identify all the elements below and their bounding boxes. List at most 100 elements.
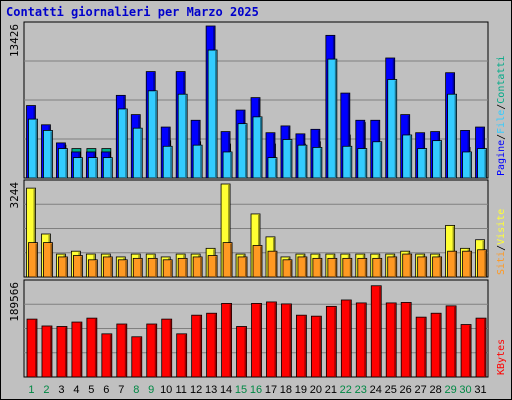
bar-shade — [244, 327, 247, 377]
bar-shade — [274, 158, 277, 178]
bar-file — [43, 130, 53, 179]
bar-file — [402, 134, 413, 179]
legend-item-pagine: Pagine — [496, 140, 507, 176]
bar-kbytes — [146, 323, 158, 378]
bar-shade — [334, 60, 337, 178]
bar-shade — [469, 325, 471, 377]
bar-kbytes — [251, 303, 262, 378]
bar-shade — [80, 158, 82, 178]
bar-kbytes — [266, 301, 277, 378]
bar-shade — [155, 91, 157, 178]
bar-shade — [230, 152, 232, 178]
bar-shade — [274, 302, 276, 377]
day-label: 12 — [190, 384, 202, 396]
day-label: 26 — [400, 384, 412, 396]
bar-file — [327, 58, 338, 179]
legend-item-kbytes: KBytes — [496, 339, 507, 375]
bar-file — [417, 148, 428, 179]
bar-shade — [155, 259, 157, 277]
bar-file — [447, 93, 457, 179]
day-label: 28 — [429, 384, 441, 396]
bar-shade — [214, 314, 217, 377]
bar-siti — [177, 257, 188, 278]
bar-shade — [394, 80, 397, 178]
bar-shade — [394, 303, 396, 377]
bar-siti — [357, 257, 368, 278]
bar-shade — [170, 260, 172, 277]
bar-file — [462, 151, 472, 179]
bar-shade — [274, 252, 277, 277]
day-label: 19 — [295, 384, 307, 396]
legend-separator: / — [496, 134, 507, 140]
bar-shade — [110, 158, 112, 178]
bar-shade — [484, 319, 486, 377]
bar-siti — [327, 257, 338, 278]
bar-file — [28, 118, 38, 179]
bar-shade — [424, 257, 427, 277]
bar-shade — [349, 259, 352, 277]
bar-file — [312, 147, 323, 179]
bar-shade — [484, 149, 487, 178]
bar-kbytes — [415, 316, 427, 378]
bar-siti — [87, 259, 98, 278]
bar-siti — [432, 256, 443, 278]
day-label: 17 — [265, 384, 277, 396]
bar-shade — [245, 124, 247, 178]
bar-shade — [95, 158, 97, 178]
day-label: 15 — [235, 384, 247, 396]
bar-shade — [184, 334, 187, 377]
bar-shade — [439, 257, 442, 277]
bar-shade — [454, 95, 457, 178]
bar-file — [87, 157, 98, 179]
bar-file — [252, 116, 263, 179]
bar-siti — [282, 259, 293, 278]
bar-shade — [379, 259, 382, 277]
day-label: 18 — [280, 384, 292, 396]
ymax-label-hits-files-pages: 13426 — [8, 24, 21, 57]
bar-shade — [215, 256, 217, 277]
day-label: 27 — [415, 384, 427, 396]
bar-shade — [228, 185, 230, 277]
bar-siti — [462, 250, 472, 278]
bar-shade — [454, 252, 457, 277]
legend-sites-visits: Siti/Visite — [496, 209, 507, 275]
bar-siti — [402, 253, 413, 278]
bar-siti — [28, 242, 38, 278]
bar-shade — [35, 120, 37, 178]
bar-kbytes — [430, 312, 442, 378]
bar-kbytes — [445, 305, 457, 378]
bar-shade — [334, 307, 336, 377]
bar-shade — [200, 146, 202, 178]
bar-kbytes — [296, 314, 307, 378]
bar-shade — [35, 243, 37, 277]
day-label: 31 — [474, 384, 486, 396]
bar-shade — [185, 95, 187, 178]
bar-file — [387, 79, 398, 179]
day-label: 10 — [160, 384, 172, 396]
bar-kbytes — [460, 324, 472, 378]
bar-shade — [272, 133, 275, 178]
bar-shade — [439, 314, 441, 377]
bar-shade — [95, 260, 97, 277]
ymax-label-kbytes: 189566 — [8, 282, 21, 322]
bar-shade — [394, 257, 397, 277]
bar-shade — [109, 334, 112, 377]
legend-separator: / — [496, 245, 507, 251]
bar-kbytes — [281, 303, 292, 378]
bar-siti — [43, 242, 53, 278]
bar-siti — [417, 256, 428, 278]
bar-shade — [259, 304, 262, 377]
bar-siti — [147, 257, 158, 278]
bar-kbytes — [221, 303, 232, 378]
legend-item-contatti: Contatti — [496, 56, 507, 104]
bar-shade — [424, 318, 426, 377]
bar-shade — [230, 243, 232, 277]
day-label: 9 — [148, 384, 154, 396]
bar-shade — [65, 257, 67, 277]
ymax-label-sites-visits: 3244 — [8, 182, 21, 209]
bar-shade — [364, 303, 366, 377]
bar-shade — [65, 149, 67, 178]
bar-shade — [124, 325, 127, 377]
bar-siti — [267, 250, 278, 278]
day-label: 24 — [370, 384, 382, 396]
